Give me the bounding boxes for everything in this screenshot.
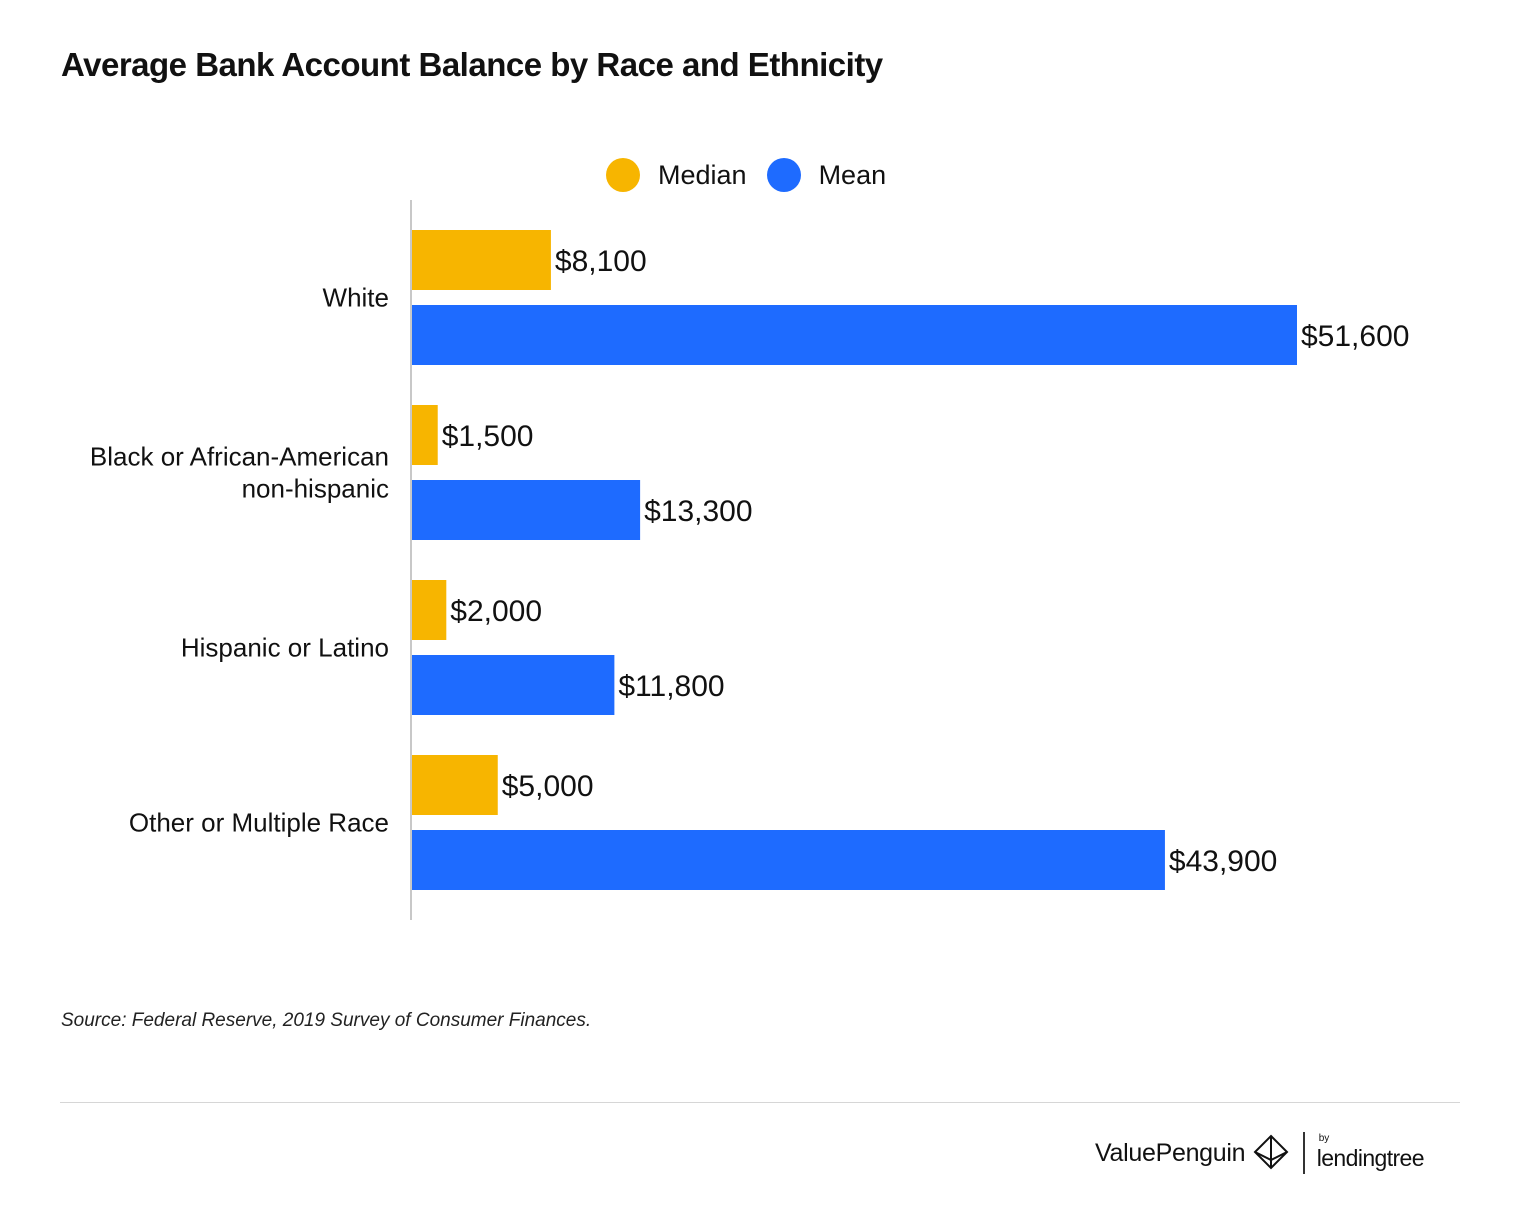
legend-label-mean: Mean bbox=[818, 159, 887, 190]
legend-item-mean: Mean bbox=[766, 158, 887, 192]
bar-median bbox=[412, 580, 447, 640]
legend: Median Mean bbox=[606, 158, 906, 192]
data-label-median: $5,000 bbox=[502, 770, 594, 803]
legend-swatch-mean bbox=[766, 158, 801, 192]
bar-median bbox=[412, 405, 438, 465]
valuepenguin-wordmark: ValuePenguin bbox=[1095, 1138, 1246, 1167]
bar-chart: White $8,100 $51,600 Black or African-Ameri… bbox=[90, 200, 1409, 920]
bar-mean bbox=[412, 655, 615, 715]
data-label-median: $1,500 bbox=[442, 420, 534, 453]
data-label-mean: $43,900 bbox=[1169, 845, 1277, 878]
lendingtree-logo: by lendingtree bbox=[1316, 1132, 1425, 1172]
brand-separator bbox=[1303, 1132, 1305, 1174]
footer-divider bbox=[60, 1102, 1460, 1103]
data-label-mean: $51,600 bbox=[1301, 320, 1409, 353]
data-label-median: $8,100 bbox=[555, 245, 647, 278]
bar-mean bbox=[412, 830, 1165, 890]
lendingtree-wordmark: lendingtree bbox=[1316, 1144, 1425, 1171]
chart-title: Average Bank Account Balance by Race and… bbox=[61, 46, 883, 83]
bar-median bbox=[412, 230, 551, 290]
source-note: Source: Federal Reserve, 2019 Survey of … bbox=[61, 1010, 592, 1031]
bar-median bbox=[412, 755, 498, 815]
footer-brand: ValuePenguin by lendingtree bbox=[1095, 1132, 1425, 1174]
by-label: by bbox=[1318, 1132, 1330, 1144]
category-label: Black or African-American bbox=[90, 442, 389, 472]
category-label: non-hispanic bbox=[242, 474, 389, 504]
bar-mean bbox=[412, 480, 641, 540]
valuepenguin-logo-icon bbox=[1253, 1134, 1289, 1170]
category-label: White bbox=[323, 283, 389, 313]
legend-swatch-median bbox=[606, 158, 640, 192]
data-label-median: $2,000 bbox=[450, 595, 542, 628]
category-label: Other or Multiple Race bbox=[129, 808, 389, 838]
data-label-mean: $11,800 bbox=[618, 670, 724, 703]
category-label: Hispanic or Latino bbox=[181, 633, 389, 663]
bar-mean bbox=[412, 305, 1297, 365]
legend-item-median: Median bbox=[606, 158, 747, 192]
data-label-mean: $13,300 bbox=[644, 495, 752, 528]
legend-label-median: Median bbox=[658, 159, 747, 190]
